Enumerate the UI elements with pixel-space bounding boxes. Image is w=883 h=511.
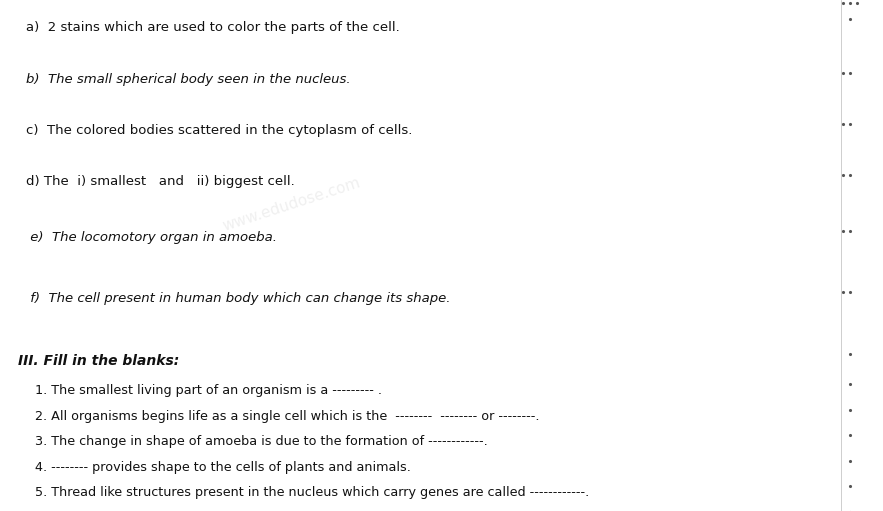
Text: 4. -------- provides shape to the cells of plants and animals.: 4. -------- provides shape to the cells … [35, 461, 411, 474]
Text: 3. The change in shape of amoeba is due to the formation of ------------.: 3. The change in shape of amoeba is due … [35, 435, 488, 448]
Text: f)  The cell present in human body which can change its shape.: f) The cell present in human body which … [26, 292, 451, 305]
Text: 2. All organisms begins life as a single cell which is the  --------  -------- o: 2. All organisms begins life as a single… [35, 410, 540, 423]
Text: d) The  i) smallest   and   ii) biggest cell.: d) The i) smallest and ii) biggest cell. [26, 175, 295, 188]
Text: e)  The locomotory organ in amoeba.: e) The locomotory organ in amoeba. [26, 231, 277, 244]
Text: a)  2 stains which are used to color the parts of the cell.: a) 2 stains which are used to color the … [26, 21, 400, 34]
Text: III. Fill in the blanks:: III. Fill in the blanks: [18, 354, 179, 367]
Text: 5. Thread like structures present in the nucleus which carry genes are called --: 5. Thread like structures present in the… [35, 486, 590, 499]
Text: c)  The colored bodies scattered in the cytoplasm of cells.: c) The colored bodies scattered in the c… [26, 124, 413, 136]
Text: 1. The smallest living part of an organism is a --------- .: 1. The smallest living part of an organi… [35, 384, 382, 397]
Text: www.edudose.com: www.edudose.com [221, 175, 362, 234]
Text: b)  The small spherical body seen in the nucleus.: b) The small spherical body seen in the … [26, 73, 351, 85]
